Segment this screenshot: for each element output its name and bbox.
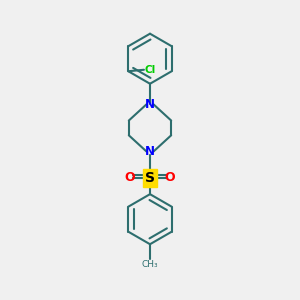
Text: O: O <box>165 172 175 184</box>
Text: S: S <box>145 171 155 185</box>
Text: O: O <box>125 172 135 184</box>
Text: Cl: Cl <box>145 65 156 75</box>
Text: N: N <box>145 98 155 111</box>
Text: N: N <box>145 145 155 158</box>
Text: CH₃: CH₃ <box>142 260 158 269</box>
